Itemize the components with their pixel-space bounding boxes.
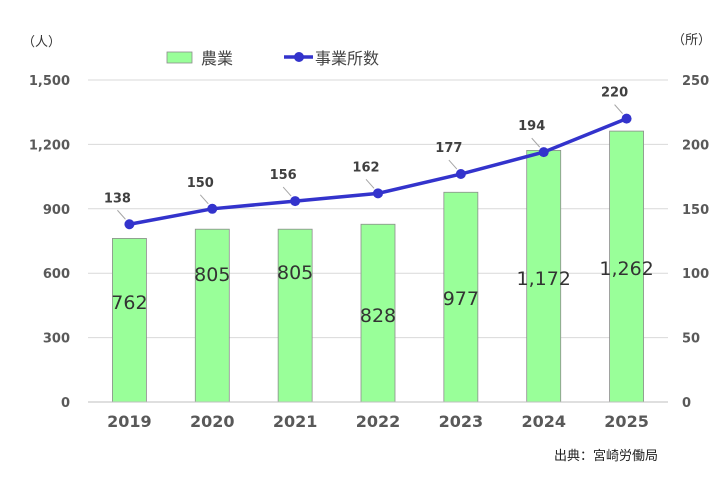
category-label: 2021	[273, 412, 318, 431]
leader-line	[531, 137, 541, 148]
category-label: 2023	[439, 412, 484, 431]
leader-line	[117, 209, 126, 220]
line-point-2021	[290, 196, 301, 207]
leader-line	[282, 186, 292, 197]
point-label: 138	[104, 191, 131, 206]
bar-2020	[194, 228, 230, 403]
bar-2024	[526, 150, 562, 403]
leader-line	[199, 194, 209, 205]
category-label: 2022	[356, 412, 401, 431]
bar-label: 1,262	[599, 258, 653, 280]
bar-label: 828	[360, 305, 396, 327]
leader-line	[448, 159, 458, 170]
right-tick-label: 100	[682, 267, 709, 282]
right-tick-label: 200	[682, 138, 709, 153]
point-label: 177	[435, 141, 462, 156]
line-point-2024	[538, 147, 549, 158]
right-tick-label: 50	[682, 332, 700, 347]
category-label: 2019	[107, 412, 152, 431]
bar-2025	[609, 130, 644, 403]
legend-line-label: 事業所数	[315, 49, 379, 68]
category-label: 2025	[604, 412, 649, 431]
bar-label: 805	[277, 262, 313, 284]
left-tick-label: 1,500	[29, 74, 70, 89]
point-label: 156	[270, 168, 297, 183]
left-axis-unit: （人）	[22, 35, 61, 50]
left-tick-label: 300	[43, 332, 70, 347]
line-point-2023	[455, 169, 466, 180]
legend-bar-label: 農業	[201, 49, 233, 68]
point-label: 150	[187, 176, 214, 191]
source-note: 出典：宮崎労働局	[554, 448, 658, 464]
line-point-2022	[373, 188, 383, 199]
bar-label: 805	[194, 264, 230, 286]
left-tick-label: 600	[43, 267, 70, 282]
category-label: 2024	[521, 412, 566, 431]
right-axis-unit: （所）	[672, 33, 711, 48]
point-label: 220	[601, 86, 628, 101]
left-tick-label: 0	[61, 396, 70, 411]
bar-2021	[277, 228, 313, 403]
leader-line	[365, 179, 375, 189]
bar-label: 762	[111, 292, 147, 314]
right-tick-label: 250	[682, 74, 709, 89]
line-point-2020	[207, 203, 218, 214]
right-tick-label: 0	[682, 396, 691, 411]
legend-bar-swatch	[166, 51, 193, 64]
bar-label: 1,172	[517, 268, 571, 290]
bar-2019	[112, 238, 147, 403]
leader-line	[614, 104, 623, 114]
right-tick-label: 150	[682, 203, 709, 218]
category-label: 2020	[190, 412, 235, 431]
line-point-2025	[621, 113, 632, 124]
left-tick-label: 900	[43, 203, 70, 218]
point-label: 162	[352, 160, 379, 175]
point-label: 194	[518, 119, 545, 134]
left-tick-label: 1,200	[29, 138, 70, 153]
bar-2023	[443, 191, 479, 403]
line-point-2019	[124, 219, 135, 230]
legend-line-marker	[294, 52, 304, 62]
bar-label: 977	[443, 288, 479, 310]
